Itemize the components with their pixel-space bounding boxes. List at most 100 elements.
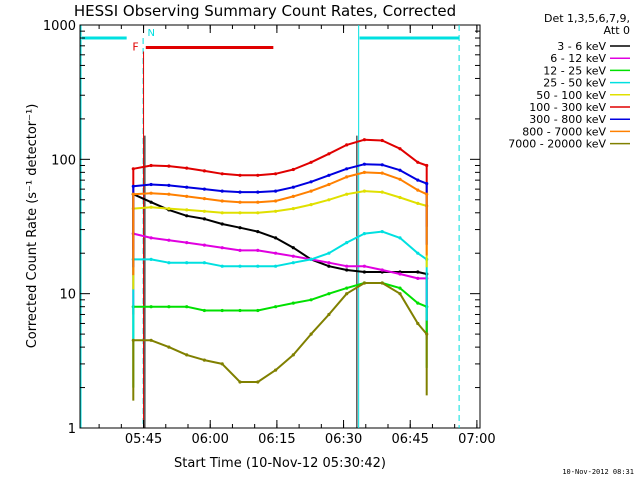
data-point xyxy=(416,321,420,326)
data-point xyxy=(345,268,349,272)
data-point xyxy=(167,207,171,211)
data-point xyxy=(274,264,278,268)
legend-label: 6 - 12 keV xyxy=(550,52,606,65)
data-point xyxy=(256,230,260,234)
data-point xyxy=(327,173,331,177)
data-point xyxy=(362,270,366,274)
data-point xyxy=(220,172,224,176)
data-point xyxy=(291,261,295,265)
data-point xyxy=(274,368,278,372)
data-point xyxy=(185,194,189,198)
data-point xyxy=(238,380,242,384)
data-point xyxy=(398,272,402,276)
data-point xyxy=(149,191,153,195)
data-point xyxy=(149,257,153,261)
data-point xyxy=(362,138,366,142)
data-point xyxy=(362,162,366,166)
data-point xyxy=(149,305,153,309)
legend-label: 12 - 25 keV xyxy=(543,64,606,77)
data-point xyxy=(398,168,402,172)
legend-header-detectors: Det 1,3,5,6,7,9, xyxy=(544,12,630,25)
data-point xyxy=(256,173,260,177)
data-point xyxy=(416,301,420,305)
data-point xyxy=(149,163,153,168)
series-line xyxy=(132,138,428,250)
y-tick-label: 1 xyxy=(68,422,76,437)
data-point xyxy=(202,243,206,247)
data-point xyxy=(345,241,349,245)
data-point xyxy=(256,308,260,313)
data-point xyxy=(185,241,189,245)
data-point xyxy=(238,248,242,252)
data-point xyxy=(131,338,135,342)
data-point xyxy=(398,147,402,151)
data-point xyxy=(274,189,278,193)
data-point xyxy=(238,173,242,177)
data-point xyxy=(416,201,420,205)
plot-frame xyxy=(79,24,481,429)
data-point xyxy=(291,301,295,305)
data-point xyxy=(416,188,420,192)
series-layer xyxy=(131,138,429,401)
data-point xyxy=(167,238,171,242)
data-point xyxy=(220,362,224,366)
data-point xyxy=(256,264,260,268)
data-point xyxy=(380,190,384,194)
data-point xyxy=(185,208,189,212)
data-point xyxy=(309,180,313,184)
data-point xyxy=(256,380,260,384)
series-line xyxy=(132,230,428,341)
data-point xyxy=(220,222,224,226)
legend-header-attenuator: Att 0 xyxy=(604,24,630,37)
saa-flag-label: F xyxy=(132,40,138,53)
data-point xyxy=(274,305,278,309)
x-tick-label: 06:30 xyxy=(325,432,362,447)
data-point xyxy=(291,185,295,189)
data-point xyxy=(220,199,224,203)
y-tick-label: 100 xyxy=(51,153,76,168)
data-point xyxy=(256,200,260,204)
data-point xyxy=(380,163,384,167)
data-point xyxy=(202,169,206,173)
data-point xyxy=(149,182,153,187)
data-point xyxy=(238,211,242,215)
data-point xyxy=(238,226,242,230)
series-line xyxy=(132,171,428,276)
legend-label: 100 - 300 keV xyxy=(529,101,606,114)
data-point xyxy=(149,205,153,209)
data-point xyxy=(380,138,384,143)
data-point xyxy=(274,172,278,176)
data-point xyxy=(327,292,331,296)
x-tick-label: 05:45 xyxy=(125,432,162,447)
data-point xyxy=(202,197,206,201)
data-point xyxy=(202,358,206,362)
data-point xyxy=(327,264,331,268)
data-point xyxy=(398,236,402,240)
data-point xyxy=(309,189,313,193)
data-point xyxy=(202,261,206,265)
data-point xyxy=(274,209,278,213)
data-point xyxy=(185,261,189,265)
data-point xyxy=(362,264,366,268)
x-tick-label: 06:15 xyxy=(258,432,295,447)
data-point xyxy=(202,308,206,313)
data-point xyxy=(220,189,224,193)
data-point xyxy=(167,183,171,187)
data-point xyxy=(238,200,242,204)
data-point xyxy=(380,281,384,285)
data-point xyxy=(425,163,429,168)
data-point xyxy=(416,270,420,274)
axes: 05:45 06:00 06:15 06:30 06:45 07:00 1 10 100 1000 xyxy=(43,19,496,447)
data-point xyxy=(327,152,331,156)
data-point xyxy=(131,167,135,171)
y-tick-label: 1000 xyxy=(43,19,76,34)
night-flag-label: N xyxy=(148,28,155,39)
data-point xyxy=(309,332,313,336)
data-point xyxy=(220,308,224,313)
series-line xyxy=(132,163,428,268)
data-point xyxy=(398,195,402,200)
data-point xyxy=(274,199,278,203)
data-point xyxy=(416,276,420,280)
data-point xyxy=(131,184,135,188)
